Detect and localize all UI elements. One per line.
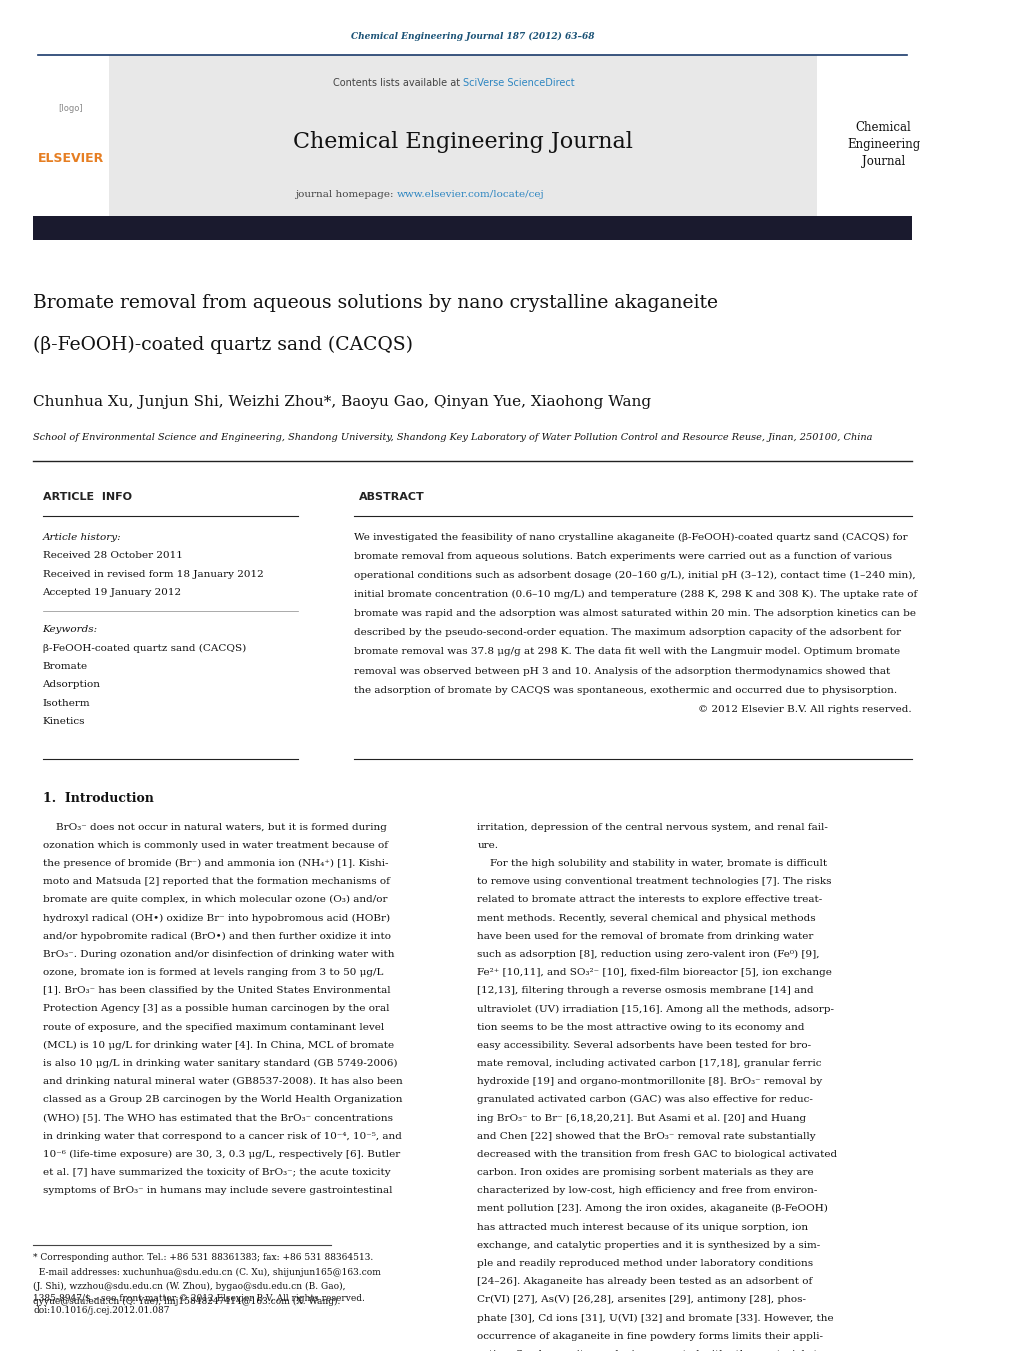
Text: hydroxyl radical (OH•) oxidize Br⁻ into hypobromous acid (HOBr): hydroxyl radical (OH•) oxidize Br⁻ into … xyxy=(43,913,390,923)
Text: journal homepage:: journal homepage: xyxy=(295,190,397,200)
Text: 1.  Introduction: 1. Introduction xyxy=(43,792,153,805)
Text: (WHO) [5]. The WHO has estimated that the BrO₃⁻ concentrations: (WHO) [5]. The WHO has estimated that th… xyxy=(43,1113,392,1123)
Text: 10⁻⁶ (life-time exposure) are 30, 3, 0.3 μg/L, respectively [6]. Butler: 10⁻⁶ (life-time exposure) are 30, 3, 0.3… xyxy=(43,1150,400,1159)
Text: et al. [7] have summarized the toxicity of BrO₃⁻; the acute toxicity: et al. [7] have summarized the toxicity … xyxy=(43,1169,390,1177)
Text: www.elsevier.com/locate/cej: www.elsevier.com/locate/cej xyxy=(397,190,544,200)
Text: Chemical
Engineering
Journal: Chemical Engineering Journal xyxy=(847,122,920,169)
Text: Protection Agency [3] as a possible human carcinogen by the oral: Protection Agency [3] as a possible huma… xyxy=(43,1004,389,1013)
Text: the presence of bromide (Br⁻) and ammonia ion (NH₄⁺) [1]. Kishi-: the presence of bromide (Br⁻) and ammoni… xyxy=(43,859,388,869)
Text: ure.: ure. xyxy=(477,840,498,850)
Text: doi:10.1016/j.cej.2012.01.087: doi:10.1016/j.cej.2012.01.087 xyxy=(33,1306,169,1315)
Text: characterized by low-cost, high efficiency and free from environ-: characterized by low-cost, high efficien… xyxy=(477,1186,818,1196)
Text: ple and readily reproduced method under laboratory conditions: ple and readily reproduced method under … xyxy=(477,1259,814,1269)
Text: Chunhua Xu, Junjun Shi, Weizhi Zhou*, Baoyu Gao, Qinyan Yue, Xiaohong Wang: Chunhua Xu, Junjun Shi, Weizhi Zhou*, Ba… xyxy=(33,394,651,409)
FancyBboxPatch shape xyxy=(108,55,818,231)
Text: BrO₃⁻. During ozonation and/or disinfection of drinking water with: BrO₃⁻. During ozonation and/or disinfect… xyxy=(43,950,394,959)
Text: ELSEVIER: ELSEVIER xyxy=(38,151,104,165)
Text: ozonation which is commonly used in water treatment because of: ozonation which is commonly used in wate… xyxy=(43,840,388,850)
Text: mate removal, including activated carbon [17,18], granular ferric: mate removal, including activated carbon… xyxy=(477,1059,822,1069)
Text: We investigated the feasibility of nano crystalline akaganeite (β-FeOOH)-coated : We investigated the feasibility of nano … xyxy=(354,532,908,542)
Text: tion seems to be the most attractive owing to its economy and: tion seems to be the most attractive owi… xyxy=(477,1023,805,1032)
Text: β-FeOOH-coated quartz sand (CACQS): β-FeOOH-coated quartz sand (CACQS) xyxy=(43,643,246,653)
Text: decreased with the transition from fresh GAC to biological activated: decreased with the transition from fresh… xyxy=(477,1150,837,1159)
Text: irritation, depression of the central nervous system, and renal fail-: irritation, depression of the central ne… xyxy=(477,823,828,832)
Text: operational conditions such as adsorbent dosage (20–160 g/L), initial pH (3–12),: operational conditions such as adsorbent… xyxy=(354,571,916,580)
Text: Adsorption: Adsorption xyxy=(43,681,100,689)
Text: Cr(VI) [27], As(V) [26,28], arsenites [29], antimony [28], phos-: Cr(VI) [27], As(V) [26,28], arsenites [2… xyxy=(477,1296,807,1304)
Text: described by the pseudo-second-order equation. The maximum adsorption capacity o: described by the pseudo-second-order equ… xyxy=(354,628,902,638)
Text: easy accessibility. Several adsorbents have been tested for bro-: easy accessibility. Several adsorbents h… xyxy=(477,1040,812,1050)
Text: SciVerse ScienceDirect: SciVerse ScienceDirect xyxy=(464,78,575,88)
Text: (J. Shi), wzzhou@sdu.edu.cn (W. Zhou), bygao@sdu.edu.cn (B. Gao),: (J. Shi), wzzhou@sdu.edu.cn (W. Zhou), b… xyxy=(33,1282,345,1292)
Text: and/or hypobromite radical (BrO•) and then further oxidize it into: and/or hypobromite radical (BrO•) and th… xyxy=(43,932,390,940)
Text: Received in revised form 18 January 2012: Received in revised form 18 January 2012 xyxy=(43,570,263,578)
Text: Received 28 October 2011: Received 28 October 2011 xyxy=(43,551,183,561)
Text: [24–26]. Akaganeite has already been tested as an adsorbent of: [24–26]. Akaganeite has already been tes… xyxy=(477,1277,813,1286)
Text: in drinking water that correspond to a cancer risk of 10⁻⁴, 10⁻⁵, and: in drinking water that correspond to a c… xyxy=(43,1132,401,1140)
FancyBboxPatch shape xyxy=(33,216,912,239)
Text: route of exposure, and the specified maximum contaminant level: route of exposure, and the specified max… xyxy=(43,1023,384,1032)
Text: the adsorption of bromate by CACQS was spontaneous, exothermic and occurred due : the adsorption of bromate by CACQS was s… xyxy=(354,686,897,694)
Text: Accepted 19 January 2012: Accepted 19 January 2012 xyxy=(43,588,182,597)
Text: carbon. Iron oxides are promising sorbent materials as they are: carbon. Iron oxides are promising sorben… xyxy=(477,1169,814,1177)
Text: * Corresponding author. Tel.: +86 531 88361383; fax: +86 531 88364513.: * Corresponding author. Tel.: +86 531 88… xyxy=(33,1254,374,1262)
Text: moto and Matsuda [2] reported that the formation mechanisms of: moto and Matsuda [2] reported that the f… xyxy=(43,877,389,886)
Text: School of Environmental Science and Engineering, Shandong University, Shandong K: School of Environmental Science and Engi… xyxy=(33,432,873,442)
Text: (MCL) is 10 μg/L for drinking water [4]. In China, MCL of bromate: (MCL) is 10 μg/L for drinking water [4].… xyxy=(43,1040,394,1050)
Text: bromate removal from aqueous solutions. Batch experiments were carried out as a : bromate removal from aqueous solutions. … xyxy=(354,553,892,561)
Text: ment methods. Recently, several chemical and physical methods: ment methods. Recently, several chemical… xyxy=(477,913,816,923)
Text: Isotherm: Isotherm xyxy=(43,698,90,708)
Text: such as adsorption [8], reduction using zero-valent iron (Fe⁰) [9],: such as adsorption [8], reduction using … xyxy=(477,950,820,959)
Text: Keywords:: Keywords: xyxy=(43,626,98,634)
Text: Article history:: Article history: xyxy=(43,532,121,542)
Text: (β-FeOOH)-coated quartz sand (CACQS): (β-FeOOH)-coated quartz sand (CACQS) xyxy=(33,336,414,354)
Text: phate [30], Cd ions [31], U(VI) [32] and bromate [33]. However, the: phate [30], Cd ions [31], U(VI) [32] and… xyxy=(477,1313,834,1323)
Text: Chemical Engineering Journal 187 (2012) 63–68: Chemical Engineering Journal 187 (2012) … xyxy=(351,32,594,42)
Text: ARTICLE  INFO: ARTICLE INFO xyxy=(43,492,132,501)
Text: is also 10 μg/L in drinking water sanitary standard (GB 5749-2006): is also 10 μg/L in drinking water sanita… xyxy=(43,1059,397,1069)
Text: hydroxide [19] and organo-montmorillonite [8]. BrO₃⁻ removal by: hydroxide [19] and organo-montmorillonit… xyxy=(477,1077,823,1086)
Text: qyyue@sdu.edu.cn (Q. Yue), linj15848247414@163.com (X. Wang).: qyyue@sdu.edu.cn (Q. Yue), linj158482474… xyxy=(33,1297,340,1306)
Text: ABSTRACT: ABSTRACT xyxy=(359,492,425,501)
Text: symptoms of BrO₃⁻ in humans may include severe gastrointestinal: symptoms of BrO₃⁻ in humans may include … xyxy=(43,1186,392,1196)
Text: ment pollution [23]. Among the iron oxides, akaganeite (β-FeOOH): ment pollution [23]. Among the iron oxid… xyxy=(477,1204,828,1213)
Text: E-mail addresses: xuchunhua@sdu.edu.cn (C. Xu), shijunjun165@163.com: E-mail addresses: xuchunhua@sdu.edu.cn (… xyxy=(33,1267,381,1277)
Text: occurrence of akaganeite in fine powdery forms limits their appli-: occurrence of akaganeite in fine powdery… xyxy=(477,1332,823,1340)
Text: © 2012 Elsevier B.V. All rights reserved.: © 2012 Elsevier B.V. All rights reserved… xyxy=(698,705,912,713)
Text: and drinking natural mineral water (GB8537-2008). It has also been: and drinking natural mineral water (GB85… xyxy=(43,1077,402,1086)
Text: Fe²⁺ [10,11], and SO₃²⁻ [10], fixed-film bioreactor [5], ion exchange: Fe²⁺ [10,11], and SO₃²⁻ [10], fixed-film… xyxy=(477,969,832,977)
Text: bromate are quite complex, in which molecular ozone (O₃) and/or: bromate are quite complex, in which mole… xyxy=(43,896,387,904)
Text: related to bromate attract the interests to explore effective treat-: related to bromate attract the interests… xyxy=(477,896,823,904)
Text: to remove using conventional treatment technologies [7]. The risks: to remove using conventional treatment t… xyxy=(477,877,832,886)
Text: Contents lists available at: Contents lists available at xyxy=(333,78,464,88)
Text: classed as a Group 2B carcinogen by the World Health Organization: classed as a Group 2B carcinogen by the … xyxy=(43,1096,402,1104)
Text: and Chen [22] showed that the BrO₃⁻ removal rate substantially: and Chen [22] showed that the BrO₃⁻ remo… xyxy=(477,1132,816,1140)
Text: removal was observed between pH 3 and 10. Analysis of the adsorption thermodynam: removal was observed between pH 3 and 10… xyxy=(354,666,890,676)
Text: has attracted much interest because of its unique sorption, ion: has attracted much interest because of i… xyxy=(477,1223,809,1232)
Text: ing BrO₃⁻ to Br⁻ [6,18,20,21]. But Asami et al. [20] and Huang: ing BrO₃⁻ to Br⁻ [6,18,20,21]. But Asami… xyxy=(477,1113,807,1123)
Text: exchange, and catalytic properties and it is synthesized by a sim-: exchange, and catalytic properties and i… xyxy=(477,1240,821,1250)
Text: granulated activated carbon (GAC) was also effective for reduc-: granulated activated carbon (GAC) was al… xyxy=(477,1096,813,1104)
Text: bromate removal was 37.8 μg/g at 298 K. The data fit well with the Langmuir mode: bromate removal was 37.8 μg/g at 298 K. … xyxy=(354,647,901,657)
Text: initial bromate concentration (0.6–10 mg/L) and temperature (288 K, 298 K and 30: initial bromate concentration (0.6–10 mg… xyxy=(354,590,918,600)
Text: Bromate removal from aqueous solutions by nano crystalline akaganeite: Bromate removal from aqueous solutions b… xyxy=(33,295,718,312)
Text: [1]. BrO₃⁻ has been classified by the United States Environmental: [1]. BrO₃⁻ has been classified by the Un… xyxy=(43,986,390,996)
Text: For the high solubility and stability in water, bromate is difficult: For the high solubility and stability in… xyxy=(477,859,827,869)
Text: Kinetics: Kinetics xyxy=(43,717,85,727)
Text: bromate was rapid and the adsorption was almost saturated within 20 min. The ads: bromate was rapid and the adsorption was… xyxy=(354,609,917,619)
Text: [12,13], filtering through a reverse osmosis membrane [14] and: [12,13], filtering through a reverse osm… xyxy=(477,986,814,996)
Text: ultraviolet (UV) irradiation [15,16]. Among all the methods, adsorp-: ultraviolet (UV) irradiation [15,16]. Am… xyxy=(477,1004,834,1013)
Text: 1385-8947/$ – see front matter © 2012 Elsevier B.V. All rights reserved.: 1385-8947/$ – see front matter © 2012 El… xyxy=(33,1294,364,1304)
Text: ozone, bromate ion is formed at levels ranging from 3 to 50 μg/L: ozone, bromate ion is formed at levels r… xyxy=(43,969,383,977)
Text: [logo]: [logo] xyxy=(58,104,83,112)
Text: Chemical Engineering Journal: Chemical Engineering Journal xyxy=(293,131,633,153)
Text: BrO₃⁻ does not occur in natural waters, but it is formed during: BrO₃⁻ does not occur in natural waters, … xyxy=(43,823,386,832)
Text: Bromate: Bromate xyxy=(43,662,88,671)
Text: have been used for the removal of bromate from drinking water: have been used for the removal of bromat… xyxy=(477,932,814,940)
